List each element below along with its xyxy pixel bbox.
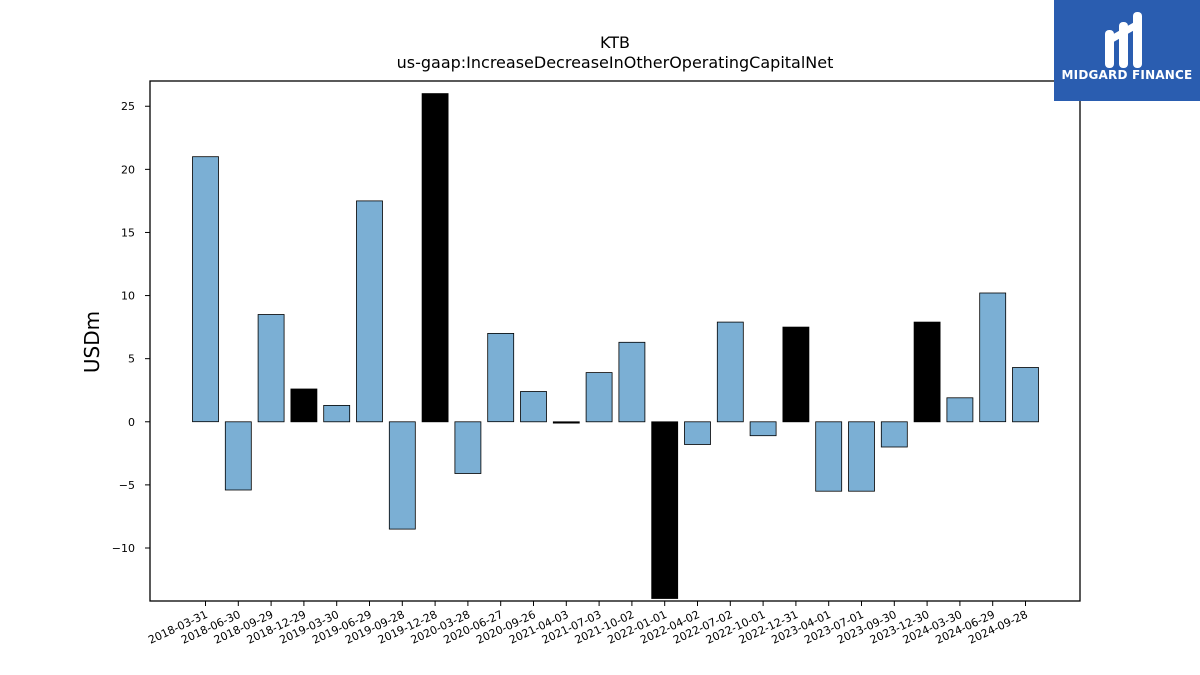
bar-2019-06-29 — [356, 200, 383, 423]
logo-text: MIDGARD FINANCE — [1061, 68, 1193, 82]
y-tick-label: −5 — [119, 479, 135, 492]
bar-2018-12-29 — [290, 388, 318, 423]
midgard-logo-icon — [1105, 12, 1142, 68]
bar-2024-03-30 — [946, 397, 974, 423]
bar-2024-09-28 — [1012, 367, 1039, 423]
bar-2021-10-02 — [618, 341, 646, 423]
bar-2021-04-03 — [552, 421, 580, 424]
plot-frame — [149, 80, 1081, 602]
chart-title: KTB — [600, 33, 630, 52]
y-tick-label: 5 — [128, 353, 135, 366]
bar-2023-09-30 — [880, 421, 908, 448]
bar-2021-07-03 — [585, 372, 613, 423]
bar-2018-03-31 — [192, 156, 219, 423]
bar-2020-03-28 — [454, 421, 482, 474]
bar-2023-12-30 — [913, 321, 941, 423]
y-tick-label: −10 — [112, 542, 135, 555]
bar-2020-06-27 — [487, 332, 515, 423]
bar-2022-01-01 — [651, 421, 679, 599]
y-tick-label: 10 — [121, 290, 135, 303]
bar-2018-09-29 — [257, 314, 285, 423]
bar-2019-03-30 — [323, 404, 351, 423]
y-tick-label: 15 — [121, 226, 135, 239]
y-ticks-group: −10 −5 0 5 10 15 20 25 — [112, 100, 150, 555]
bar-2022-12-31 — [782, 326, 810, 423]
bar-2024-06-29 — [979, 292, 1007, 423]
bar-2023-04-01 — [815, 421, 843, 492]
bar-2019-09-28 — [388, 421, 416, 530]
midgard-logo: MIDGARD FINANCE — [1054, 0, 1200, 101]
bar-2022-04-02 — [684, 421, 711, 445]
bar-2019-12-28 — [421, 93, 449, 423]
bar-2022-10-01 — [749, 421, 777, 437]
bar-2022-07-02 — [716, 321, 744, 423]
x-ticks-group: 2018-03-312018-06-302018-09-292018-12-29… — [146, 601, 1030, 647]
bar-2018-06-30 — [224, 421, 252, 491]
bar-2023-07-01 — [848, 421, 875, 492]
y-tick-label: 0 — [128, 416, 135, 429]
y-axis-label: USDm — [80, 311, 104, 373]
y-tick-label: 25 — [121, 100, 135, 113]
y-tick-label: 20 — [121, 163, 135, 176]
bars-group — [192, 93, 1039, 599]
bar-2020-09-26 — [520, 391, 547, 423]
chart-subtitle: us-gaap:IncreaseDecreaseInOtherOperating… — [397, 53, 834, 72]
